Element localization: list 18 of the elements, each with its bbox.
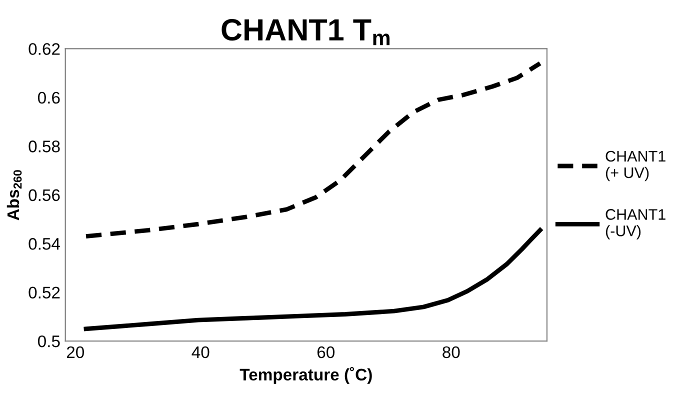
x-tick-label: 20 (66, 346, 84, 358)
y-tick-label: 0.58 (28, 140, 60, 152)
legend-label: CHANT1 (-UV) (606, 209, 666, 240)
legend-label: CHANT1 (+ UV) (606, 150, 666, 182)
y-tick-label: 0.62 (28, 43, 60, 55)
y-tick-label: 0.54 (28, 238, 60, 250)
y-axis-title: Abs$_{260}$ (6, 170, 22, 220)
x-tick-label: 40 (192, 346, 210, 358)
line-series (84, 61, 542, 239)
line-series (84, 228, 542, 332)
x-axis-title: Temperature (˚C) (240, 366, 372, 384)
y-tick-label: 0.5 (38, 335, 60, 348)
y-tick-label: 0.52 (28, 286, 60, 299)
x-tick-label: 60 (317, 346, 335, 358)
x-tick-label: 80 (442, 346, 460, 358)
y-tick-label: 0.6 (38, 92, 60, 104)
y-tick-label: 0.56 (28, 189, 60, 202)
chart-title: CHANT1 T$_{m}$ (222, 19, 390, 46)
